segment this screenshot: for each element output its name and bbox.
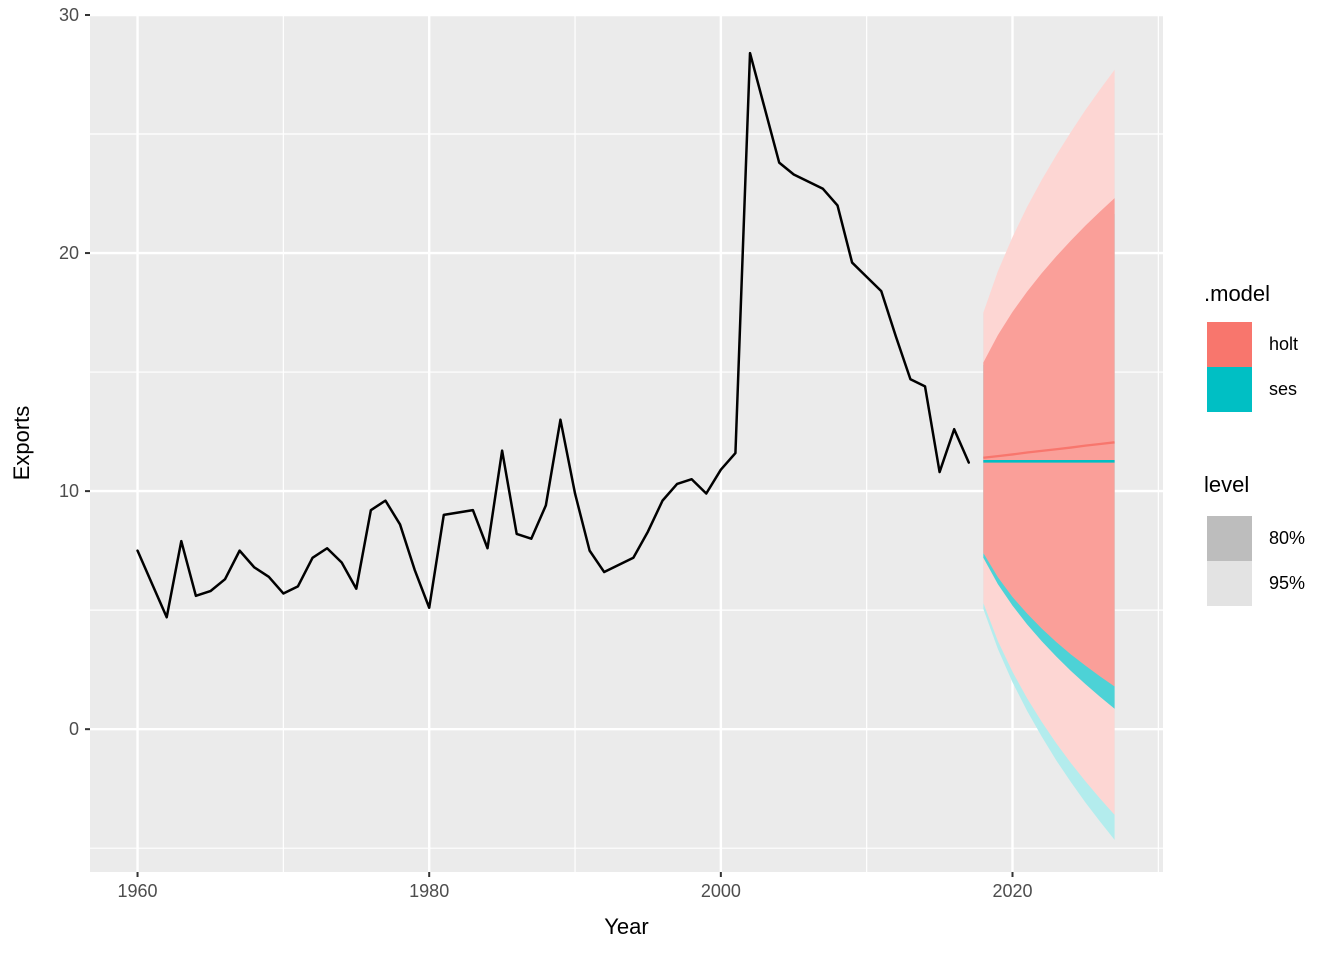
legend-level-title: level [1204, 472, 1250, 497]
y-tick-label: 10 [58, 481, 79, 502]
x-axis-title: Year [604, 914, 649, 939]
legend-label-80: 80% [1269, 528, 1306, 548]
forecast-ribbon-holt-80 [983, 198, 1115, 687]
holt-forecast-line [983, 441, 1115, 459]
legend-label-95: 95% [1269, 573, 1306, 593]
x-tick-label: 1960 [117, 881, 158, 901]
legend-swatch-95 [1207, 561, 1252, 606]
legend-swatch-holt [1207, 322, 1252, 367]
exports-line [136, 51, 971, 619]
x-tick-label: 2000 [700, 881, 741, 901]
legend-model-title: .model [1204, 281, 1271, 306]
legend-swatch-80 [1207, 516, 1252, 561]
legend-label-ses: ses [1269, 379, 1298, 399]
x-tick-label: 1980 [409, 881, 450, 901]
x-tick-label: 2020 [992, 881, 1033, 901]
y-tick-label: 20 [58, 243, 79, 264]
y-tick-label: 30 [58, 5, 79, 25]
y-axis-title: Exports [9, 405, 34, 480]
legend-swatch-ses [1207, 367, 1252, 412]
y-tick-label: 0 [68, 719, 79, 740]
legend-label-holt: holt [1269, 334, 1299, 354]
